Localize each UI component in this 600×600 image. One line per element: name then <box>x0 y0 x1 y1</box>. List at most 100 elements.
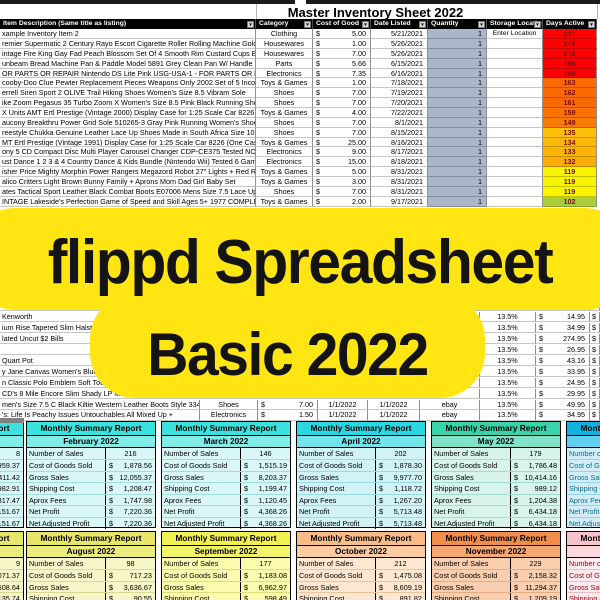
cell-fee-percent[interactable]: 13.5% <box>480 388 536 400</box>
cell-quantity[interactable]: 1 <box>428 98 487 109</box>
cell-cost[interactable]: 15.00 $ <box>313 157 371 168</box>
filter-dropdown-icon[interactable]: ▾ <box>588 20 595 28</box>
cell-date-listed[interactable]: 7/20/2021 <box>371 98 428 109</box>
cell-date-listed[interactable]: 7/18/2021 <box>371 78 428 89</box>
cell-quantity[interactable]: 1 <box>428 157 487 168</box>
cell-category[interactable]: Clothing <box>256 29 313 40</box>
cell-cost[interactable]: 7.00 $ <box>313 186 371 197</box>
cell-storage-location[interactable] <box>487 196 543 207</box>
cell-sold-price[interactable]: 34.99 $ <box>536 322 590 334</box>
filter-dropdown-icon[interactable]: ▾ <box>247 20 254 28</box>
cell-item-description[interactable]: alico Critters Light Brown Bunny Family … <box>0 177 256 187</box>
cell-category[interactable]: Electronics <box>200 410 258 421</box>
cell-quantity[interactable]: 1 <box>428 117 487 128</box>
cell-item-description[interactable]: OR PARTS OR REPAIR Nintendo DS Lite Pink… <box>0 68 256 79</box>
cell-cost[interactable]: 5.00 $ <box>313 167 371 178</box>
cell-category[interactable]: Toys & Games <box>256 196 313 207</box>
cell-cost[interactable]: 7.00 $ <box>313 88 371 99</box>
cell-days-active[interactable]: 195 <box>543 68 597 79</box>
cell-date-listed[interactable]: 6/15/2021 <box>371 58 428 69</box>
filter-dropdown-icon[interactable]: ▾ <box>419 20 426 28</box>
cell-fee-percent[interactable]: 13.5% <box>480 399 536 411</box>
cell-fee-percent[interactable]: 13.5% <box>480 366 536 378</box>
cell-quantity[interactable]: 1 <box>428 167 487 178</box>
cell-days-active[interactable]: 133 <box>543 147 597 158</box>
cell-days-active[interactable]: 119 <box>543 186 597 197</box>
cell-storage-location[interactable] <box>487 177 543 187</box>
cell-quantity[interactable]: 1 <box>428 88 487 99</box>
cell-date-listed[interactable]: 9/17/2021 <box>371 196 428 207</box>
cell-cost[interactable]: 7.00 $ <box>313 98 371 109</box>
cell-sold-price[interactable]: 34.95 $ <box>536 410 590 421</box>
cell-days-active[interactable]: 149 <box>543 117 597 128</box>
cell-item-description[interactable]: reestyle Chukka Genuine Leather Lace Up … <box>0 127 256 138</box>
cell-storage-location[interactable] <box>487 98 543 109</box>
cell-next-dollar[interactable]: $ <box>590 399 600 411</box>
cell-platform[interactable]: ebay <box>420 410 480 421</box>
cell-days-active[interactable]: 119 <box>543 177 597 187</box>
cell-days-active[interactable]: 216 <box>543 48 597 59</box>
cell-quantity[interactable]: 1 <box>428 48 487 59</box>
cell-item-description[interactable]: INTAGE Lakeside's Perfection Game of Spe… <box>0 196 256 207</box>
cell-cost[interactable]: 1.50 $ <box>258 410 318 421</box>
cell-category[interactable]: Electronics <box>256 147 313 158</box>
cell-days-active[interactable]: 102 <box>543 196 597 207</box>
cell-quantity[interactable]: 1 <box>428 68 487 79</box>
cell-fee-percent[interactable]: 13.5% <box>480 322 536 334</box>
cell-next-dollar[interactable]: $ <box>590 410 600 421</box>
filter-dropdown-icon[interactable]: ▾ <box>534 20 541 28</box>
cell-sold-price[interactable]: 24.95 $ <box>536 377 590 389</box>
cell-quantity[interactable]: 1 <box>428 39 487 49</box>
cell-category[interactable]: Shoes <box>256 117 313 128</box>
cell-date-listed[interactable]: 8/31/2021 <box>371 167 428 178</box>
cell-category[interactable]: Shoes <box>256 186 313 197</box>
cell-days-active[interactable]: 163 <box>543 78 597 89</box>
cell-date-listed[interactable]: 8/31/2021 <box>371 186 428 197</box>
cell-cost[interactable]: 1.00 $ <box>313 78 371 89</box>
cell-days-active[interactable]: 162 <box>543 88 597 99</box>
cell-item-description[interactable]: remier Supermatic 2 Century Rayo Escort … <box>0 39 256 49</box>
cell-cost[interactable]: 2.00 $ <box>313 196 371 207</box>
cell-quantity[interactable]: 1 <box>428 78 487 89</box>
cell-date-listed[interactable]: 5/26/2021 <box>371 48 428 59</box>
cell-quantity[interactable]: 1 <box>428 127 487 138</box>
cell-next-dollar[interactable]: $ <box>590 311 600 323</box>
cell-cost[interactable]: 1.00 $ <box>313 39 371 49</box>
cell-quantity[interactable]: 1 <box>428 196 487 207</box>
cell-quantity[interactable]: 1 <box>428 186 487 197</box>
cell-quantity[interactable]: 1 <box>428 58 487 69</box>
cell-next-dollar[interactable]: $ <box>590 388 600 400</box>
cell-quantity[interactable]: 1 <box>428 147 487 158</box>
cell-category[interactable]: Shoes <box>256 127 313 138</box>
cell-item-description[interactable]: MT Ertl Prestige (Vintage 1991) Display … <box>0 137 256 148</box>
cell-category[interactable]: Shoes <box>200 399 258 411</box>
cell-sold-price[interactable]: 33.95 $ <box>536 366 590 378</box>
cell-item-description[interactable]: unbeam Bread Machine Pan & Paddle Model … <box>0 58 256 69</box>
cell-storage-location[interactable] <box>487 39 543 49</box>
cell-sold-price[interactable]: 49.95 $ <box>536 399 590 411</box>
cell-storage-location[interactable] <box>487 58 543 69</box>
cell-date-listed[interactable]: 8/17/2021 <box>371 147 428 158</box>
cell-cost[interactable]: 7.00 $ <box>313 48 371 59</box>
cell-item-description[interactable]: isher Price Mighty Morphin Power Rangers… <box>0 167 256 178</box>
cell-sold-price[interactable]: 14.95$ <box>536 311 590 323</box>
cell-category[interactable]: Toys & Games <box>256 78 313 89</box>
cell-next-dollar[interactable]: $ <box>590 366 600 378</box>
cell-category[interactable]: Shoes <box>256 88 313 99</box>
cell-storage-location[interactable] <box>487 186 543 197</box>
cell-category[interactable]: Shoes <box>256 98 313 109</box>
cell-cost[interactable]: 7.35 $ <box>313 68 371 79</box>
cell-cost[interactable]: 7.00 $ <box>313 127 371 138</box>
cell-days-active[interactable]: 216 <box>543 39 597 49</box>
cell-days-active[interactable]: 135 <box>543 127 597 138</box>
cell-storage-location[interactable] <box>487 78 543 89</box>
cell-storage-location[interactable] <box>487 68 543 79</box>
cell-storage-location[interactable] <box>487 88 543 99</box>
cell-fee-percent[interactable]: 13.5% <box>480 410 536 421</box>
cell-storage-location[interactable] <box>487 117 543 128</box>
cell-date-listed[interactable]: 8/1/2021 <box>371 117 428 128</box>
cell-item-description[interactable]: xample Inventory Item 2 <box>0 29 256 40</box>
cell-category[interactable]: Toys & Games <box>256 137 313 148</box>
cell-item-description[interactable]: cooby-Doo Clue Pewter Replacement Pieces… <box>0 78 256 89</box>
cell-item-description[interactable]: ike Zoom Pegasus 35 Turbo Zoom X Women's… <box>0 98 256 109</box>
